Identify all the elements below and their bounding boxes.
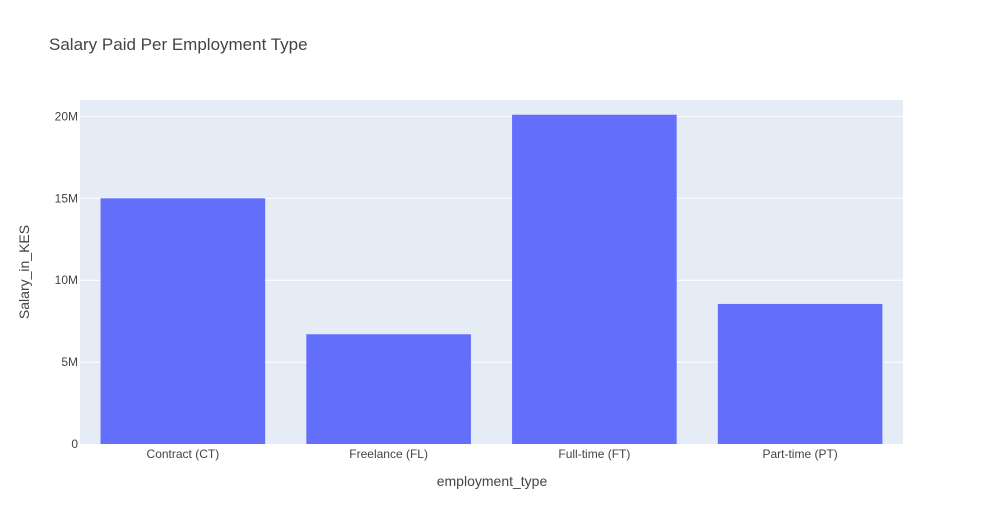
y-tick-label: 15M: [55, 191, 78, 205]
x-tick-label: Freelance (FL): [349, 447, 428, 461]
y-axis-title: Salary_in_KES: [16, 225, 32, 319]
bar[interactable]: [512, 114, 677, 444]
y-axis-ticks: 0 5M 10M 15M 20M: [55, 109, 79, 451]
y-tick-label: 5M: [61, 355, 78, 369]
y-tick-label: 0: [71, 437, 78, 451]
x-tick-label: Full-time (FT): [558, 447, 630, 461]
y-tick-label: 10M: [55, 273, 78, 287]
bars: [100, 114, 883, 444]
x-tick-label: Contract (CT): [147, 447, 220, 461]
y-tick-label: 20M: [55, 109, 78, 123]
x-tick-label: Part-time (PT): [762, 447, 837, 461]
bar[interactable]: [306, 334, 471, 444]
chart-title: Salary Paid Per Employment Type: [49, 35, 308, 54]
bar[interactable]: [100, 198, 266, 444]
x-axis-ticks: Contract (CT) Freelance (FL) Full-time (FT…: [147, 447, 838, 461]
bar[interactable]: [717, 303, 883, 444]
x-axis-title: employment_type: [437, 473, 548, 489]
